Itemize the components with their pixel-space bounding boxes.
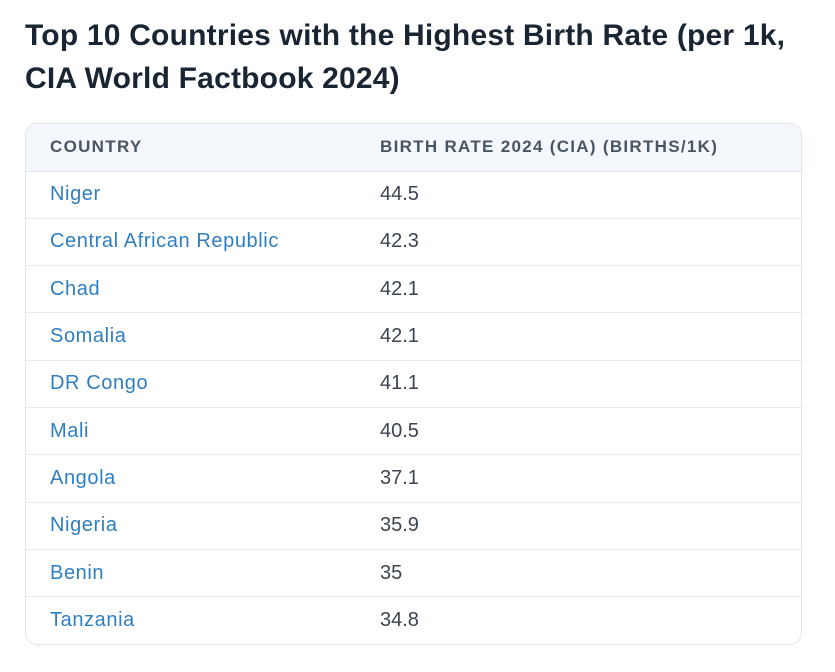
birth-rate-value: 42.1 — [356, 265, 801, 313]
country-link[interactable]: Niger — [50, 183, 101, 206]
birth-rate-value: 42.3 — [356, 217, 801, 266]
birth-rate-table-card: COUNTRY BIRTH RATE 2024 (CIA) (BIRTHS/1K… — [25, 123, 802, 645]
country-link[interactable]: Central African Republic — [26, 217, 356, 266]
birth-rate-table: COUNTRY BIRTH RATE 2024 (CIA) (BIRTHS/1K… — [26, 124, 801, 644]
table-row: DR Congo 41.1 — [26, 359, 801, 408]
birth-rate-value: 34.8 — [356, 596, 801, 644]
country-link[interactable]: Mali — [26, 406, 356, 455]
birth-rate-value: 35.9 — [356, 501, 801, 550]
country-link[interactable]: Nigeria — [26, 501, 356, 550]
table-row: Mali 40.5 — [26, 406, 801, 455]
column-header-country[interactable]: COUNTRY — [26, 124, 356, 172]
birth-rate-value: 42.1 — [356, 312, 801, 361]
country-link[interactable]: DR Congo — [26, 359, 356, 408]
column-header-birth-rate[interactable]: BIRTH RATE 2024 (CIA) (BIRTHS/1K) — [356, 124, 801, 172]
table-row: Niger 44.5 — [26, 171, 801, 218]
country-link[interactable]: Tanzania — [26, 596, 356, 644]
country-link[interactable]: Angola — [26, 454, 356, 503]
birth-rate-value: 40.5 — [356, 406, 801, 455]
table-header: COUNTRY BIRTH RATE 2024 (CIA) (BIRTHS/1K… — [26, 124, 801, 172]
table-row: Central African Republic 42.3 — [26, 217, 801, 266]
birth-rate-value: 44.5 — [380, 183, 419, 206]
table-row: Tanzania 34.8 — [26, 596, 801, 644]
table-row: Chad 42.1 — [26, 265, 801, 313]
table-row: Nigeria 35.9 — [26, 501, 801, 550]
table-body: Niger 44.5 Central African Republic 42.3… — [26, 171, 801, 644]
table-row: Somalia 42.1 — [26, 312, 801, 361]
birth-rate-value: 35 — [356, 548, 801, 597]
page-title: Top 10 Countries with the Highest Birth … — [25, 19, 786, 95]
table-row: Benin 35 — [26, 548, 801, 597]
country-link[interactable]: Chad — [26, 265, 356, 313]
birth-rate-value: 37.1 — [356, 454, 801, 503]
birth-rate-value: 41.1 — [356, 359, 801, 408]
table-header-row: COUNTRY BIRTH RATE 2024 (CIA) (BIRTHS/1K… — [26, 124, 801, 172]
table-row: Angola 37.1 — [26, 454, 801, 503]
country-link[interactable]: Somalia — [26, 312, 356, 361]
country-link[interactable]: Benin — [26, 548, 356, 597]
